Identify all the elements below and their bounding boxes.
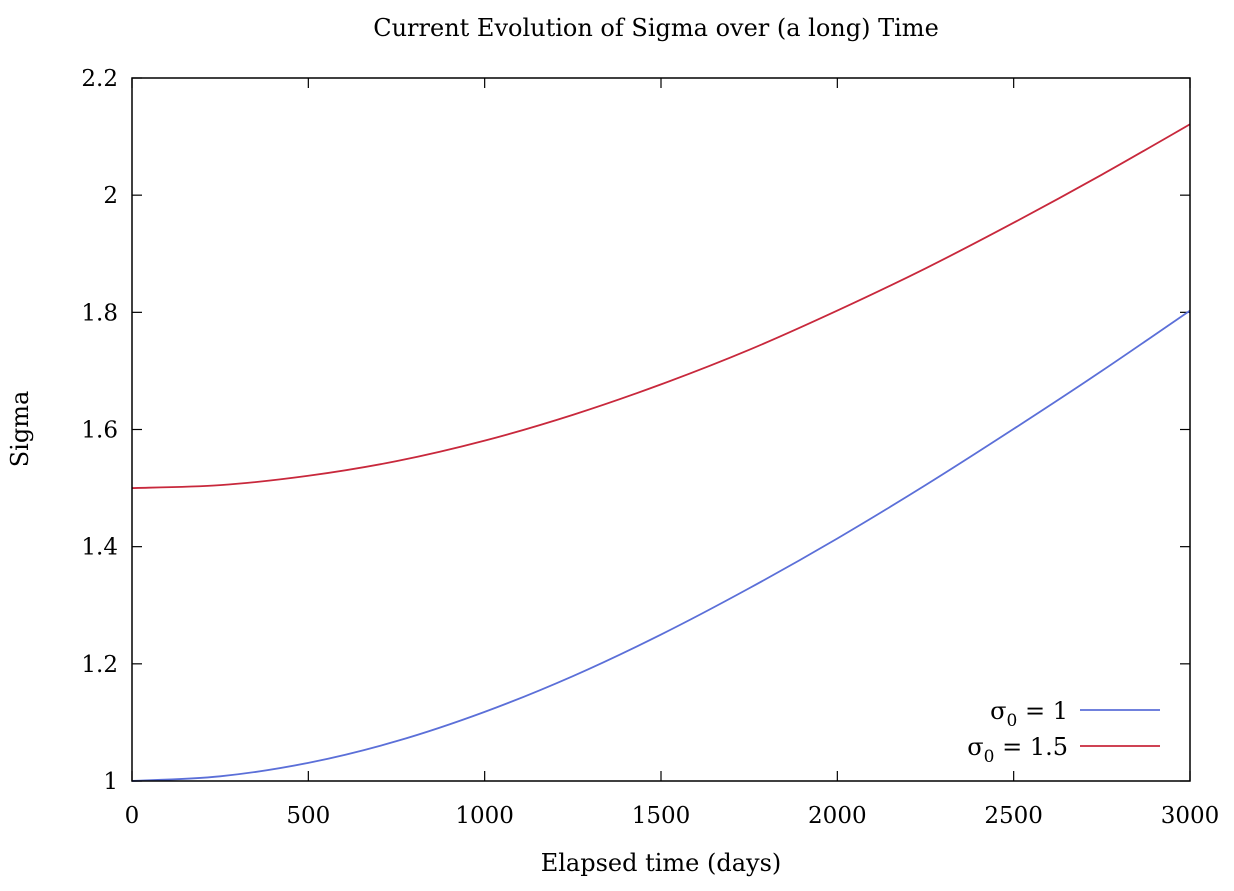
legend-label-sigma0-1-5-sub: 0 [984,747,995,767]
y-axis-ticks: 1 1.2 1.4 1.6 1.8 2 2.2 [81,66,1190,795]
legend-label-sigma0-1-rest: = 1 [1017,697,1068,725]
x-tick-label: 3000 [1161,803,1220,829]
legend-label-sigma0-1: σ0 = 1 [990,697,1068,731]
y-tick-label: 2 [103,183,118,209]
x-tick-label: 0 [125,803,140,829]
x-axis-ticks: 0 500 1000 1500 2000 2500 3000 [125,78,1220,829]
y-tick-label: 2.2 [81,66,118,92]
x-tick-label: 2500 [984,803,1043,829]
y-tick-label: 1.8 [81,300,118,326]
series-line-0 [131,309,1191,782]
y-tick-label: 1.4 [81,535,118,561]
y-axis-label: Sigma [6,391,34,468]
x-axis-label: Elapsed time (days) [541,849,782,877]
y-tick-label: 1.6 [81,418,118,444]
x-tick-label: 500 [286,803,330,829]
legend-label-sigma0-1-sub: 0 [1007,711,1018,731]
legend-label-sigma0-1-5-rest: = 1.5 [994,733,1068,761]
x-tick-label: 1500 [632,803,691,829]
plot-frame [131,77,1191,782]
chart-title: Current Evolution of Sigma over (a long)… [373,14,939,42]
series-lines [131,123,1191,782]
y-tick-label: 1 [103,769,118,795]
legend: σ0 = 1 σ0 = 1.5 [967,697,1160,767]
x-tick-label: 1000 [455,803,514,829]
y-tick-label: 1.2 [81,652,118,678]
series-line-1 [131,123,1191,489]
x-tick-label: 2000 [808,803,867,829]
legend-label-sigma0-1-5: σ0 = 1.5 [967,733,1068,767]
legend-label-sigma0-1-main: σ [990,697,1006,725]
legend-label-sigma0-1-5-main: σ [967,733,983,761]
